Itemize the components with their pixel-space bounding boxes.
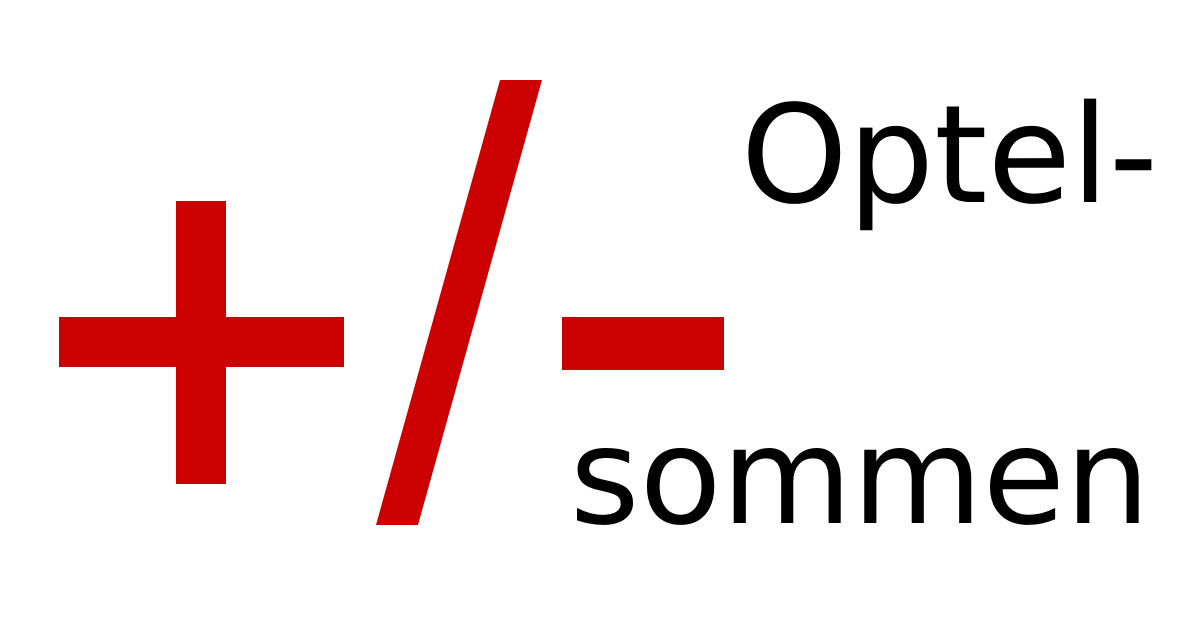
logo-text-line-2: sommen — [569, 399, 1150, 555]
logo-text-line-1: Optel- — [740, 77, 1158, 235]
plus-sign-horizontal-bar — [59, 317, 344, 367]
slash-shape — [376, 80, 542, 525]
minus-sign-bar — [562, 317, 724, 370]
